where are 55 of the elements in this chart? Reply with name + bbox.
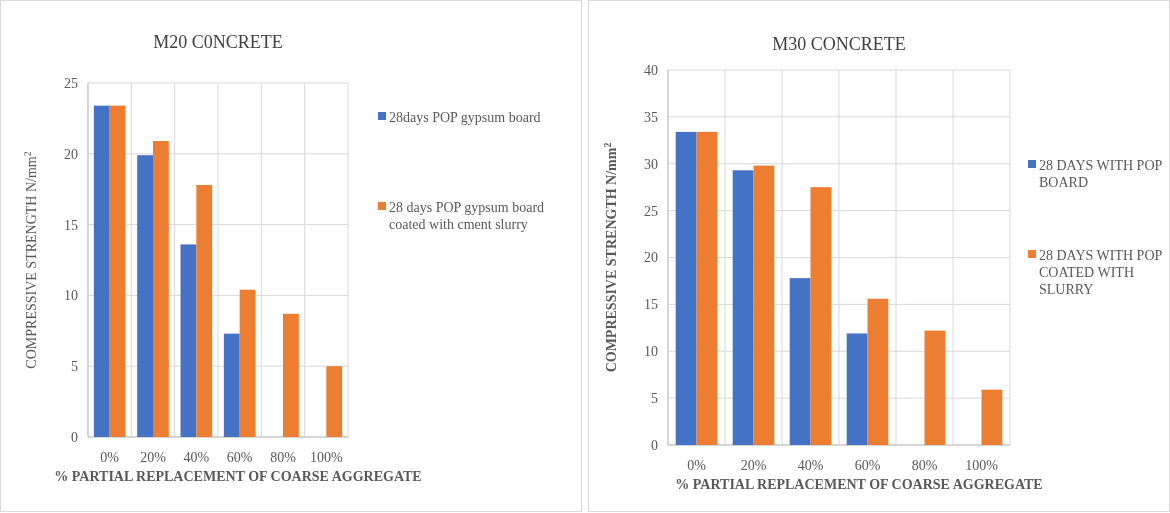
bar — [789, 278, 811, 445]
bar — [326, 366, 343, 437]
bar — [137, 155, 153, 437]
y-tick-label: 15 — [64, 217, 78, 233]
y-tick-label: 20 — [64, 146, 78, 162]
y-tick-label: 20 — [644, 250, 658, 266]
y-tick-label: 10 — [64, 288, 78, 304]
y-tick-label: 15 — [644, 297, 658, 313]
bar — [675, 131, 697, 445]
x-tick-label: 20% — [740, 457, 767, 473]
legend-label: 28 DAYS WITH POP BOARD — [1039, 158, 1163, 190]
chart-title: M30 CONCRETE — [772, 34, 906, 54]
x-tick-label: 60% — [854, 457, 881, 473]
bar — [109, 105, 126, 437]
legend-label: 28 DAYS WITH POP COATED WITH SLURRY — [1039, 248, 1163, 297]
y-tick-label: 35 — [644, 109, 658, 125]
y-tick-label: 25 — [644, 203, 658, 219]
y-tick-label: 5 — [71, 359, 78, 375]
bar — [867, 298, 889, 445]
x-tick-label: 40% — [797, 457, 824, 473]
x-tick-label: 40% — [183, 449, 210, 465]
bar — [93, 105, 110, 437]
x-tick-label: 0% — [100, 449, 120, 465]
y-tick-label: 0 — [651, 437, 658, 453]
bar — [283, 313, 299, 437]
x-tick-label: 20% — [140, 449, 167, 465]
y-tick-label: 10 — [644, 344, 658, 360]
x-tick-label: 80% — [270, 449, 297, 465]
x-tick-label: 100% — [965, 457, 999, 473]
y-tick-label: 25 — [64, 75, 78, 91]
legend-label: 28 days POP gypsum board coated with cment slurry — [389, 200, 545, 232]
x-tick-label: 80% — [911, 457, 938, 473]
y-tick-label: 5 — [651, 391, 658, 407]
bar — [223, 333, 240, 437]
bar — [810, 187, 832, 445]
x-axis-title: % PARTIAL REPLACEMENT OF COARSE AGGREGATE — [54, 469, 422, 484]
bar — [239, 289, 256, 437]
x-axis-title: % PARTIAL REPLACEMENT OF COARSE AGGREGATE — [675, 477, 1043, 492]
bar — [153, 141, 169, 437]
x-tick-label: 100% — [310, 449, 343, 465]
y-tick-label: 40 — [644, 62, 658, 78]
bar — [846, 333, 868, 445]
bar — [753, 165, 775, 445]
bar — [696, 131, 718, 445]
x-tick-label: 0% — [687, 457, 707, 473]
bar — [732, 170, 754, 445]
bar — [924, 330, 946, 445]
chart-title: M20 C0NCRETE — [153, 32, 283, 52]
bar — [981, 389, 1003, 445]
x-tick-label: 60% — [226, 449, 253, 465]
legend-label: 28days POP gypsum board — [389, 110, 541, 125]
y-tick-label: 0 — [71, 429, 78, 445]
y-tick-label: 30 — [644, 156, 658, 172]
bar — [180, 244, 197, 437]
bar — [196, 184, 213, 437]
